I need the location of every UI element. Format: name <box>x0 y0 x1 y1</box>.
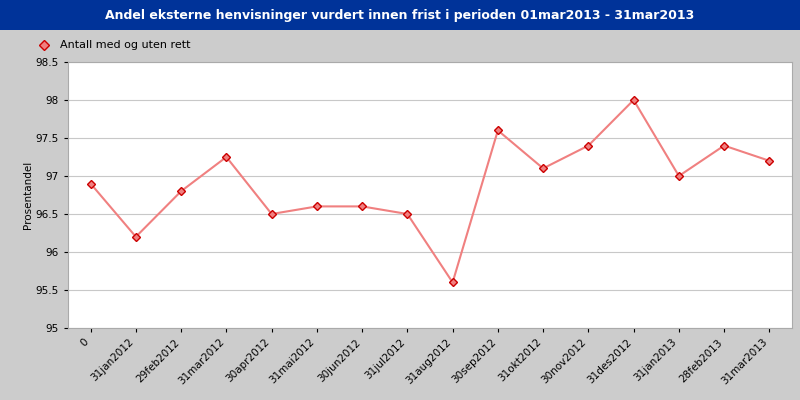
Y-axis label: Prosentandel: Prosentandel <box>23 161 33 229</box>
Text: Antall med og uten rett: Antall med og uten rett <box>60 40 190 50</box>
Text: Andel eksterne henvisninger vurdert innen frist i perioden 01mar2013 - 31mar2013: Andel eksterne henvisninger vurdert inne… <box>106 8 694 22</box>
